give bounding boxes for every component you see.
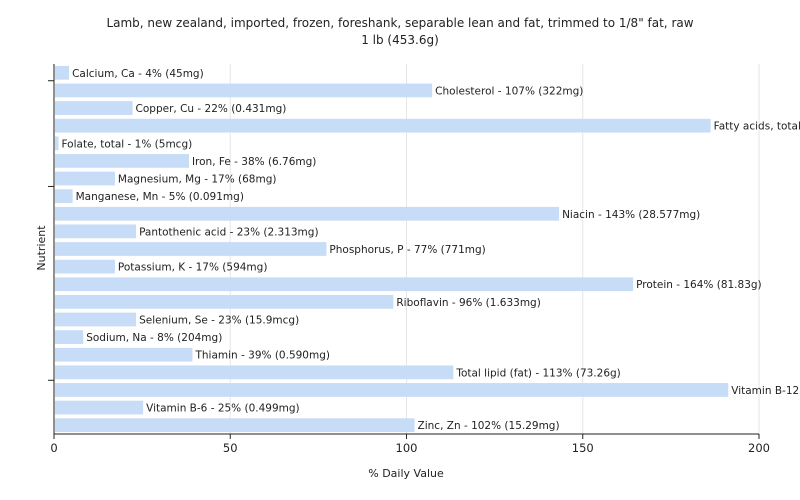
x-tick-label: 50 xyxy=(223,441,238,455)
bar xyxy=(55,224,137,239)
bar-label: Niacin - 143% (28.577mg) xyxy=(562,209,700,221)
bar-label: Manganese, Mn - 5% (0.091mg) xyxy=(76,191,244,203)
bar xyxy=(55,154,189,168)
bar xyxy=(55,171,115,186)
bar xyxy=(55,259,115,274)
bar-label: Cholesterol - 107% (322mg) xyxy=(435,85,583,97)
x-axis-title: % Daily Value xyxy=(368,467,444,480)
bar-label: Iron, Fe - 38% (6.76mg) xyxy=(192,156,316,168)
bar-label: Zinc, Zn - 102% (15.29mg) xyxy=(418,420,560,432)
bar-label: Calcium, Ca - 4% (45mg) xyxy=(72,68,204,80)
bar xyxy=(55,330,84,344)
x-tick-label: 100 xyxy=(396,441,418,455)
bar-label: Total lipid (fat) - 113% (73.26g) xyxy=(455,367,620,379)
x-tick-label: 200 xyxy=(748,441,770,455)
bar xyxy=(55,383,729,397)
bar xyxy=(55,136,59,151)
bar-label: Folate, total - 1% (5mcg) xyxy=(62,138,193,150)
bar xyxy=(55,242,327,256)
bar xyxy=(55,294,394,309)
bar xyxy=(55,189,73,204)
bar xyxy=(55,118,711,133)
bar-label: Riboflavin - 96% (1.633mg) xyxy=(396,297,540,309)
bar xyxy=(55,418,415,433)
x-ticks: 0 50 100 150 200 xyxy=(48,80,770,455)
bar-label: Vitamin B-12 - 191% (11.48mcg) xyxy=(731,385,800,397)
bar-label: Potassium, K - 17% (594mg) xyxy=(118,262,268,274)
bar-label: Magnesium, Mg - 17% (68mg) xyxy=(118,174,277,186)
bar xyxy=(55,101,133,115)
bar xyxy=(55,400,144,415)
bar-label: Thiamin - 39% (0.590mg) xyxy=(194,350,330,362)
bar-label: Selenium, Se - 23% (15.9mcg) xyxy=(139,314,299,326)
bar xyxy=(55,347,193,362)
bar-label: Protein - 164% (81.83g) xyxy=(636,279,762,291)
bar-label: Vitamin B-6 - 25% (0.499mg) xyxy=(146,403,300,415)
bar xyxy=(55,277,634,292)
bar-label: Pantothenic acid - 23% (2.313mg) xyxy=(139,226,318,238)
x-tick-label: 150 xyxy=(572,441,594,455)
chart-title: Lamb, new zealand, imported, frozen, for… xyxy=(106,16,693,30)
bar-label: Sodium, Na - 8% (204mg) xyxy=(86,332,222,344)
bar xyxy=(55,65,70,80)
bars-group: Calcium, Ca - 4% (45mg) Cholesterol - 107… xyxy=(55,65,800,433)
bar xyxy=(55,83,433,98)
bar-label: Copper, Cu - 22% (0.431mg) xyxy=(136,103,287,115)
x-tick-label: 0 xyxy=(50,441,57,455)
chart-subtitle: 1 lb (453.6g) xyxy=(361,33,439,47)
bar xyxy=(55,365,454,380)
bar-label: Phosphorus, P - 77% (771mg) xyxy=(329,244,485,256)
y-axis-title: Nutrient xyxy=(35,225,48,271)
bar-label: Fatty acids, total saturated - 186% (37.… xyxy=(714,121,800,133)
bar xyxy=(55,312,137,327)
bar xyxy=(55,206,560,221)
